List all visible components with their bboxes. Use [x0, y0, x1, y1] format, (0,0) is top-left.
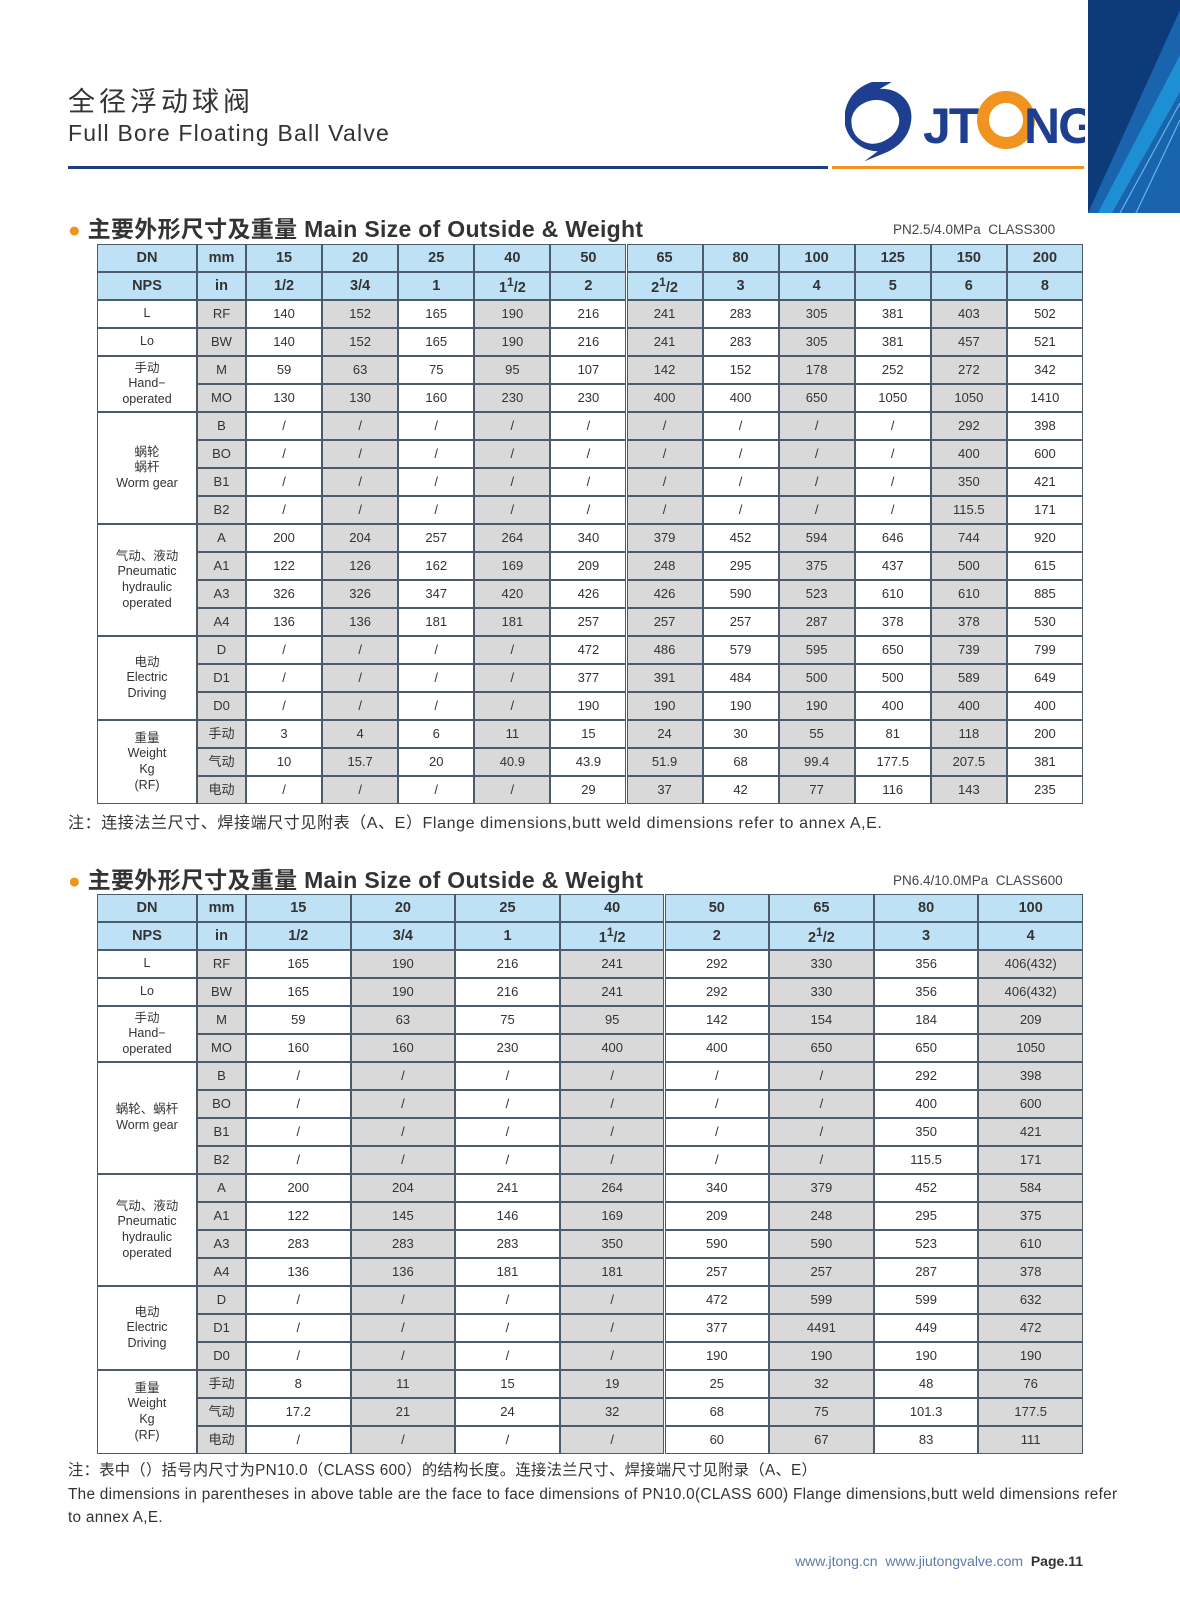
svg-text:NG: NG [1024, 98, 1085, 154]
svg-text:JT: JT [923, 98, 979, 154]
